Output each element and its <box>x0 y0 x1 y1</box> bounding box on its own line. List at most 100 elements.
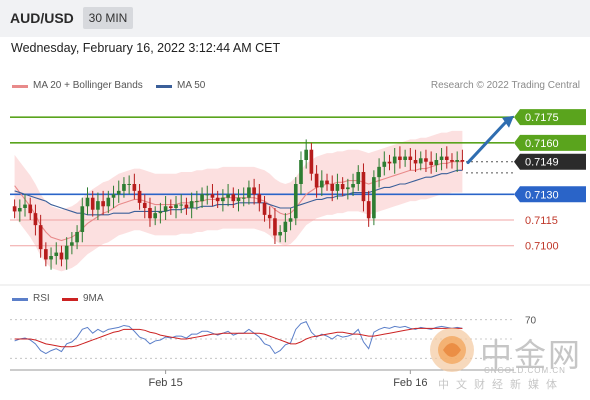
candle-body <box>278 232 282 236</box>
candle-body <box>231 194 236 202</box>
level-tag-bg <box>514 109 586 126</box>
candle-body <box>23 204 27 208</box>
candle-body <box>283 221 288 232</box>
candle-body <box>434 160 439 166</box>
candle-body <box>361 172 366 202</box>
level-tag-0.7149: 0.7149 <box>525 157 559 169</box>
level-tag-bg <box>514 153 586 170</box>
candle-body <box>158 211 163 214</box>
ma50-legend-label: MA 50 <box>177 80 206 91</box>
candle-body <box>142 202 147 208</box>
watermark-text: 中金网 <box>480 336 583 374</box>
rsi-panel: 70 <box>10 316 537 359</box>
candle-body <box>460 160 465 162</box>
level-tag-0.7130: 0.7130 <box>525 189 559 201</box>
candle-body <box>64 245 69 260</box>
candle-body <box>195 201 199 203</box>
candle-body <box>299 160 303 184</box>
candle-body <box>28 204 33 214</box>
price-levels <box>10 116 514 247</box>
watermark-subtitle: 中文财经新媒体 <box>438 378 564 391</box>
candle-body <box>210 194 215 198</box>
candle-body <box>403 156 407 160</box>
level-tag-0.7115: 0.7115 <box>525 215 558 227</box>
candle-body <box>252 187 256 195</box>
candle-body <box>116 190 121 195</box>
x-axis: Feb 15 Feb 16 <box>10 369 514 389</box>
candle-body <box>200 194 204 202</box>
candle-body <box>444 156 449 160</box>
candles <box>12 139 465 270</box>
candle-body <box>80 206 85 232</box>
candle-body <box>70 242 74 246</box>
watermark-url: CNGOLD.COM.CN <box>484 366 566 375</box>
level-tag-0.7100: 0.7100 <box>525 241 559 253</box>
candle-body <box>273 218 277 236</box>
arrow-head <box>502 115 514 128</box>
candle-body <box>174 204 178 208</box>
ma20-legend-swatch <box>12 85 28 88</box>
rsi-ma-line <box>14 327 463 348</box>
candle-body <box>408 156 413 160</box>
candle-body <box>44 249 48 260</box>
candle-body <box>351 184 355 188</box>
candle-body <box>179 204 184 206</box>
candle-body <box>382 161 387 167</box>
candle-body <box>184 204 189 208</box>
analysis-date: Wednesday, February 16, 2022 3:12:44 AM … <box>11 41 281 55</box>
candle-body <box>127 184 131 185</box>
level-tag-bg <box>514 134 586 151</box>
candle-body <box>247 187 251 198</box>
candle-body <box>189 201 194 208</box>
candle-body <box>168 206 173 208</box>
candle-body <box>392 156 397 164</box>
rsi-level-label: 70 <box>525 316 537 327</box>
level-tag-0.7175: 0.7175 <box>525 112 559 124</box>
level-tag-0.7160: 0.7160 <box>525 138 559 150</box>
level-tags: 0.7175 0.7160 0.7149 0.7130 0.7115 0.7100 <box>514 109 586 253</box>
candle-body <box>330 184 335 191</box>
currency-pair-title: AUD/USD <box>10 10 74 26</box>
candle-body <box>366 201 371 219</box>
candle-body <box>267 214 272 219</box>
candle-body <box>450 160 454 162</box>
candle-body <box>75 232 79 243</box>
candle-body <box>398 156 402 160</box>
credit-text: Research © 2022 Trading Central <box>430 80 580 91</box>
candle-body <box>262 202 267 215</box>
candle-body <box>85 197 90 207</box>
candle-body <box>293 184 298 219</box>
candle-body <box>429 161 433 166</box>
candle-body <box>49 256 53 260</box>
candle-body <box>215 197 220 202</box>
candle-body <box>418 158 423 164</box>
candle-body <box>372 177 376 219</box>
candle-body <box>106 197 111 207</box>
candle-body <box>288 218 293 222</box>
candle-body <box>346 187 350 190</box>
candle-body <box>455 160 460 162</box>
candle-body <box>325 180 329 184</box>
candle-body <box>137 190 142 203</box>
candle-body <box>314 173 319 188</box>
level-tag-bg <box>514 186 586 203</box>
candle-body <box>17 208 22 212</box>
rsi-legend-label: RSI <box>33 293 50 304</box>
candle-body <box>59 252 64 260</box>
candle-body <box>221 197 225 202</box>
candle-body <box>226 194 230 198</box>
ma50-legend-swatch <box>156 85 172 88</box>
rsi-ma-legend-swatch <box>62 298 78 301</box>
candle-body <box>413 160 418 164</box>
candle-body <box>38 225 43 250</box>
rsi-line <box>14 320 463 355</box>
candle-body <box>153 213 158 219</box>
rsi-ma-legend-label: 9MA <box>83 293 104 304</box>
candle-body <box>148 208 152 219</box>
arrow-shaft <box>466 118 510 165</box>
timeframe-button[interactable]: 30 MIN <box>83 7 133 29</box>
candle-body <box>132 184 137 191</box>
candle-body <box>111 194 116 198</box>
candle-body <box>96 201 100 210</box>
